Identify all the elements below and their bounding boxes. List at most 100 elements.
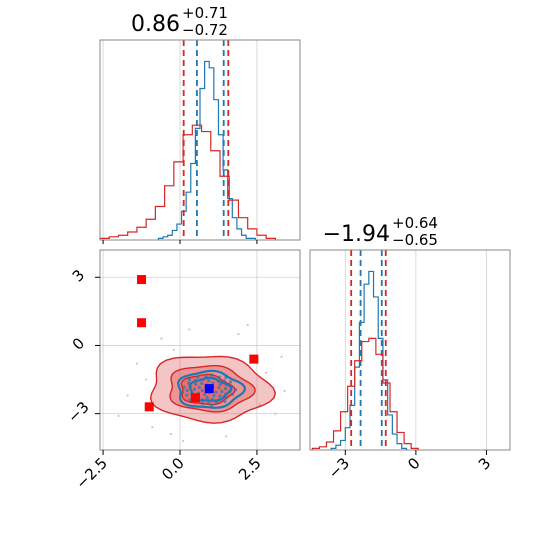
blue-sample-point [203,392,207,397]
background-sample-point [188,328,191,331]
blue-sample-point [230,392,234,397]
background-sample-point [181,439,185,443]
x-tick-label: 3 [475,454,494,473]
panel-title-median: −1.94 [323,222,390,247]
background-sample-point [225,435,228,438]
x-tick-label: 0.0 [158,454,188,484]
background-sample-point [258,403,262,406]
background-sample-point [283,389,286,393]
blue-sample-point [217,386,221,390]
panel-top-left-histogram: 0.86 +0.71−0.72 [99,4,301,244]
background-sample-point [172,348,175,352]
background-sample-point [246,323,249,327]
panel-title-median: 0.86 [131,12,180,37]
panel-title-plus: +0.71 [182,4,228,22]
blue-sample-point [187,381,191,385]
blue-sample-point [234,388,238,392]
background-sample-point [135,362,139,365]
blue-sample-point [200,378,205,382]
background-sample-point [237,332,240,336]
blue-sample-point [209,373,214,377]
blue-sample-point [196,375,200,379]
x-tick-label: −2.5 [72,454,110,492]
blue-sample-point [185,393,189,397]
blue-sample-point [223,399,227,404]
panel-title-minus: −0.65 [392,231,438,249]
blue-sample-point [197,385,201,389]
blue-sample-point [192,387,197,391]
blue-sample-point [214,390,218,394]
blue-sample-point [188,398,192,402]
blue-sample-point [200,388,204,393]
blue-sample-point [216,379,220,383]
red-square-marker [190,393,200,403]
x-tick-label: 0 [404,454,423,473]
blue-sample-point [222,379,227,383]
background-sample-point [169,432,172,436]
background-sample-point [265,371,268,374]
blue-sample-point [180,390,184,395]
blue-sample-point [218,394,222,398]
histogram-series-0 [157,60,256,240]
background-sample-point [126,394,129,397]
blue-sample-point [220,389,224,394]
blue-sample-point [211,376,215,380]
blue-sample-point [223,392,228,397]
axes-frame [99,249,301,451]
blue-sample-point [206,400,211,404]
axes-frame [99,39,301,241]
blue-sample-point [207,379,211,383]
background-sample-point [145,378,148,381]
blue-sample-point [185,388,189,393]
blue-sample-point [224,396,229,400]
blue-sample-point [187,377,192,381]
x-tick-label: 2.5 [235,454,265,484]
blue-sample-point [200,398,204,402]
histogram-series-1 [311,337,419,450]
x-tick-label: −3 [325,454,353,482]
histogram-series-1 [99,124,276,240]
blue-sample-point [230,385,234,389]
blue-sample-point [209,403,214,407]
red-square-marker [249,354,259,364]
blue-sample-point [228,389,232,393]
blue-sample-point [217,375,221,379]
background-sample-point [160,337,163,340]
panel-bottom-right-histogram: −1.94 +0.64−0.65 −3 0 3 [309,214,511,482]
blue-sample-point [228,380,233,384]
blue-sample-point [200,381,204,386]
background-sample-point [274,412,277,415]
blue-sample-point [211,381,215,385]
background-sample-point [151,426,154,429]
blue-sample-point [217,397,222,402]
histogram-series-0 [330,270,408,450]
panel-title-minus: −0.72 [182,21,228,39]
blue-sample-point [205,396,209,400]
blue-sample-point [188,384,193,389]
red-square-marker [137,318,147,328]
blue-sample-point [182,385,186,389]
blue-sample-point [211,397,215,402]
blue-sample-point [193,378,197,383]
blue-sample-point [214,401,219,405]
blue-density-contour-0 [177,369,246,409]
red-square-marker [144,402,154,412]
background-sample-point [117,414,120,418]
y-tick-label: −3 [64,398,92,426]
panel-title-plus: +0.64 [392,214,438,232]
y-tick-label: 3 [69,266,88,285]
y-tick-label: 0 [69,334,88,353]
blue-sample-point [224,383,229,387]
blue-square-marker [204,384,214,394]
blue-sample-point [204,375,208,379]
blue-sample-point [194,382,198,386]
blue-sample-point [201,402,205,406]
axes-frame [309,249,511,451]
blue-sample-point [224,375,228,380]
blue-sample-point [218,382,222,387]
background-sample-point [280,355,283,358]
panel-bottom-left-scatter: −2.5 0.0 2.5 −3 0 3 [64,249,301,493]
red-square-marker [137,275,147,285]
blue-sample-point [212,394,216,398]
